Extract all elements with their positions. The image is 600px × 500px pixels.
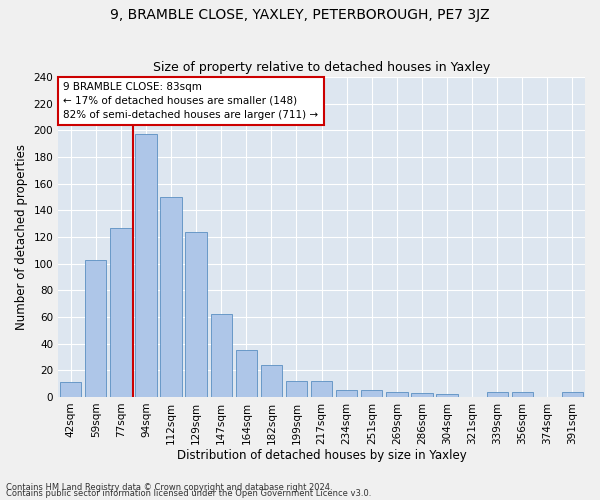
Text: 9 BRAMBLE CLOSE: 83sqm
← 17% of detached houses are smaller (148)
82% of semi-de: 9 BRAMBLE CLOSE: 83sqm ← 17% of detached… (64, 82, 319, 120)
Bar (261, 365, 282, 397)
Bar (136, 134, 157, 397)
Bar (236, 350, 257, 397)
Bar (110, 228, 131, 397)
Bar (512, 392, 533, 397)
Bar (411, 393, 433, 397)
Bar (311, 381, 332, 397)
Bar (436, 394, 458, 397)
Bar (487, 392, 508, 397)
Bar (185, 232, 207, 397)
Bar (160, 197, 182, 397)
Text: Contains public sector information licensed under the Open Government Licence v3: Contains public sector information licen… (6, 490, 371, 498)
Bar (286, 381, 307, 397)
Bar (386, 392, 407, 397)
X-axis label: Distribution of detached houses by size in Yaxley: Distribution of detached houses by size … (177, 450, 466, 462)
Bar (60, 382, 82, 397)
Bar (85, 260, 106, 397)
Bar (211, 314, 232, 397)
Y-axis label: Number of detached properties: Number of detached properties (15, 144, 28, 330)
Bar (361, 390, 382, 397)
Text: Contains HM Land Registry data © Crown copyright and database right 2024.: Contains HM Land Registry data © Crown c… (6, 484, 332, 492)
Text: 9, BRAMBLE CLOSE, YAXLEY, PETERBOROUGH, PE7 3JZ: 9, BRAMBLE CLOSE, YAXLEY, PETERBOROUGH, … (110, 8, 490, 22)
Title: Size of property relative to detached houses in Yaxley: Size of property relative to detached ho… (153, 62, 490, 74)
Bar (562, 392, 583, 397)
Bar (336, 390, 358, 397)
